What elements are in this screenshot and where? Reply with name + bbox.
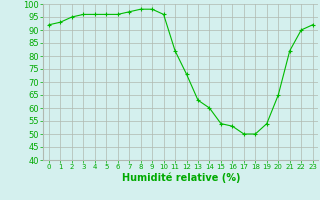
X-axis label: Humidité relative (%): Humidité relative (%) xyxy=(122,173,240,183)
